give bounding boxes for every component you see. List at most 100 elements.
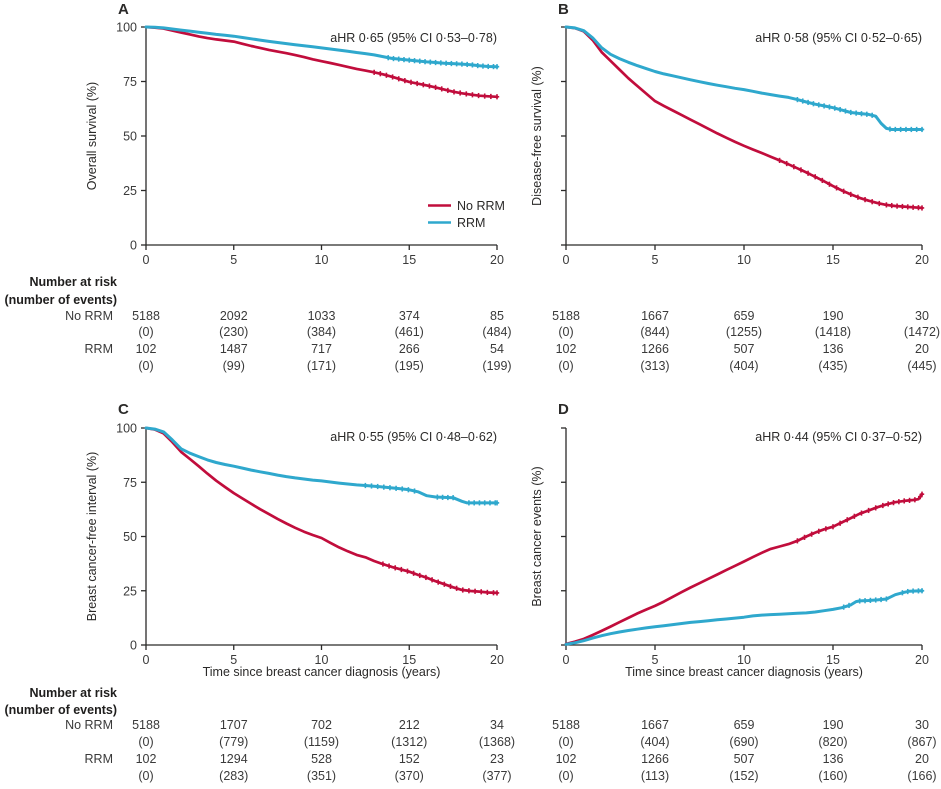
y-axis-title: Disease-free survival (%): [530, 66, 544, 206]
risk-events: (195): [395, 359, 424, 373]
x-tick-label: 5: [230, 253, 237, 267]
risk-count: 659: [734, 309, 755, 323]
risk-count: 212: [399, 718, 420, 732]
risk-count: 1266: [641, 342, 669, 356]
risk-count: 54: [490, 342, 504, 356]
risk-events: (461): [395, 325, 424, 339]
risk-events: (0): [558, 735, 573, 749]
panel-letter: C: [118, 401, 129, 418]
risk-count: 152: [399, 752, 420, 766]
x-tick-label: 15: [402, 253, 416, 267]
y-tick-label: 50: [123, 130, 137, 144]
risk-count: 5188: [132, 309, 160, 323]
risk-events: (384): [307, 325, 336, 339]
risk-events: (166): [907, 769, 936, 783]
panel-letter: A: [118, 1, 129, 18]
x-tick-label: 20: [490, 253, 504, 267]
x-tick-label: 10: [737, 253, 751, 267]
risk-count: 1667: [641, 718, 669, 732]
risk-events: (820): [818, 735, 847, 749]
risk-events: (1255): [726, 325, 762, 339]
risk-count: 659: [734, 718, 755, 732]
km-curve-no-rrm: [564, 492, 924, 646]
risk-events: (404): [729, 359, 758, 373]
risk-count: 374: [399, 309, 420, 323]
risk-table-header: Number at risk: [29, 686, 117, 700]
x-tick-label: 5: [652, 653, 659, 667]
risk-events: (160): [818, 769, 847, 783]
x-tick-label: 5: [230, 653, 237, 667]
risk-events: (283): [219, 769, 248, 783]
x-tick-label: 0: [563, 253, 570, 267]
risk-events: (0): [138, 325, 153, 339]
risk-events: (152): [729, 769, 758, 783]
risk-events: (1418): [815, 325, 851, 339]
risk-count: 102: [556, 752, 577, 766]
risk-events: (1368): [479, 735, 515, 749]
risk-count: 23: [490, 752, 504, 766]
risk-count: 2092: [220, 309, 248, 323]
km-curve-no-rrm: [144, 426, 499, 595]
risk-events: (99): [223, 359, 245, 373]
km-curve-rrm: [564, 25, 924, 131]
risk-count: 20: [915, 752, 929, 766]
risk-count: 5188: [552, 718, 580, 732]
risk-row-label: No RRM: [65, 718, 113, 732]
y-axis-title: Breast cancer events (%): [530, 466, 544, 606]
x-tick-label: 10: [737, 653, 751, 667]
risk-count: 34: [490, 718, 504, 732]
y-tick-label: 25: [123, 184, 137, 198]
risk-events: (0): [558, 769, 573, 783]
risk-table-header: (number of events): [4, 293, 117, 307]
risk-count: 1707: [220, 718, 248, 732]
y-tick-label: 25: [123, 584, 137, 598]
km-curve-no-rrm: [564, 25, 924, 210]
panel-letter: B: [558, 1, 569, 18]
y-tick-label: 50: [123, 530, 137, 544]
risk-row-label: No RRM: [65, 309, 113, 323]
ahr-annotation: aHR 0·55 (95% CI 0·48–0·62): [330, 430, 497, 444]
y-axis-title: Overall survival (%): [85, 82, 99, 190]
risk-events: (1312): [391, 735, 427, 749]
x-tick-label: 20: [490, 653, 504, 667]
ahr-annotation: aHR 0·44 (95% CI 0·37–0·52): [755, 430, 922, 444]
risk-count: 5188: [132, 718, 160, 732]
risk-count: 702: [311, 718, 332, 732]
risk-events: (435): [818, 359, 847, 373]
ahr-annotation: aHR 0·58 (95% CI 0·52–0·65): [755, 31, 922, 45]
y-axis-title: Breast cancer-free interval (%): [85, 452, 99, 622]
risk-events: (230): [219, 325, 248, 339]
risk-events: (0): [558, 359, 573, 373]
x-tick-label: 0: [143, 653, 150, 667]
risk-count: 20: [915, 342, 929, 356]
x-tick-label: 5: [652, 253, 659, 267]
x-axis-title: Time since breast cancer diagnosis (year…: [625, 665, 863, 679]
y-tick-label: 100: [116, 21, 137, 35]
risk-events: (867): [907, 735, 936, 749]
risk-count: 102: [136, 342, 157, 356]
risk-count: 1266: [641, 752, 669, 766]
x-tick-label: 15: [826, 653, 840, 667]
risk-count: 102: [556, 342, 577, 356]
risk-count: 1667: [641, 309, 669, 323]
risk-events: (484): [482, 325, 511, 339]
risk-count: 266: [399, 342, 420, 356]
risk-events: (1472): [904, 325, 940, 339]
km-curve-rrm: [144, 25, 499, 69]
risk-table-header: (number of events): [4, 703, 117, 717]
risk-events: (377): [482, 769, 511, 783]
risk-events: (0): [138, 769, 153, 783]
risk-row-label: RRM: [85, 752, 113, 766]
ahr-annotation: aHR 0·65 (95% CI 0·53–0·78): [330, 31, 497, 45]
x-tick-label: 20: [915, 653, 929, 667]
risk-count: 5188: [552, 309, 580, 323]
legend-label: RRM: [457, 216, 485, 230]
risk-events: (113): [641, 769, 669, 783]
x-tick-label: 15: [402, 653, 416, 667]
panel-letter: D: [558, 401, 569, 418]
risk-count: 30: [915, 309, 929, 323]
risk-count: 85: [490, 309, 504, 323]
x-tick-label: 15: [826, 253, 840, 267]
y-tick-label: 75: [123, 476, 137, 490]
